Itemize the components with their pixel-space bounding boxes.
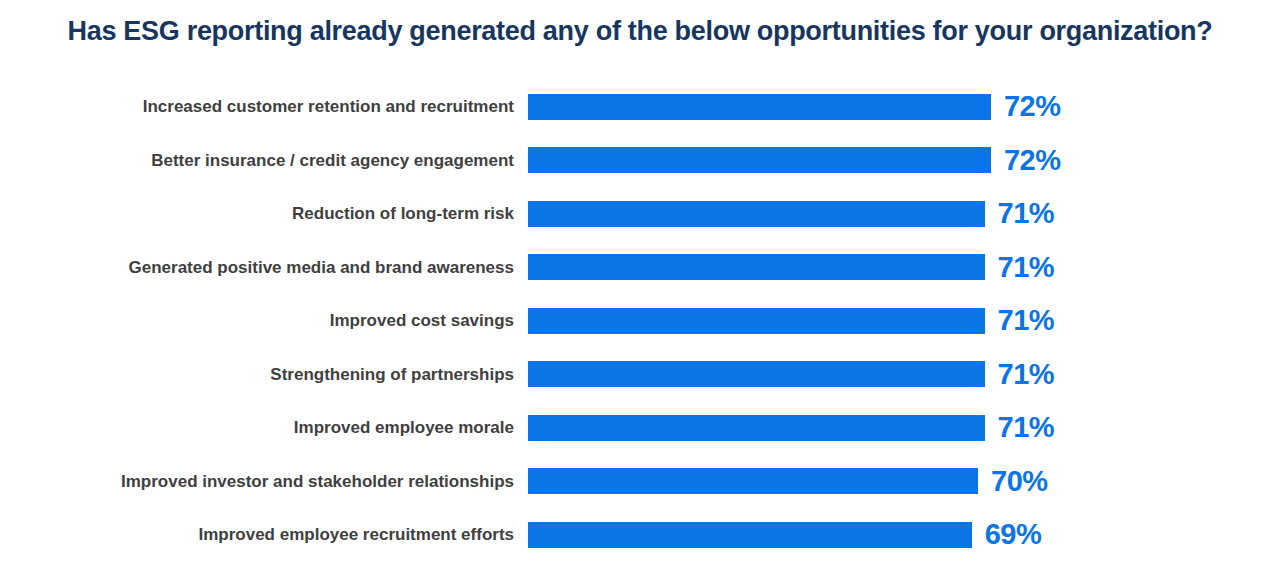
bar-track: 71% bbox=[528, 187, 1280, 241]
category-label: Improved employee recruitment efforts bbox=[0, 525, 528, 544]
value-label: 71% bbox=[998, 197, 1055, 230]
value-label: 71% bbox=[998, 251, 1055, 284]
value-label: 71% bbox=[998, 304, 1055, 337]
value-label: 70% bbox=[991, 465, 1048, 498]
bar-row: Strengthening of partnerships 71% bbox=[0, 348, 1280, 402]
category-label: Generated positive media and brand aware… bbox=[0, 258, 528, 277]
bar-row: Generated positive media and brand aware… bbox=[0, 241, 1280, 295]
category-label: Strengthening of partnerships bbox=[0, 365, 528, 384]
bar-row: Increased customer retention and recruit… bbox=[0, 80, 1280, 134]
bar-track: 72% bbox=[528, 134, 1280, 188]
value-label: 71% bbox=[998, 411, 1055, 444]
value-label: 71% bbox=[998, 358, 1055, 391]
bar-track: 71% bbox=[528, 241, 1280, 295]
bar bbox=[528, 147, 991, 173]
category-label: Improved cost savings bbox=[0, 311, 528, 330]
category-label: Reduction of long-term risk bbox=[0, 204, 528, 223]
category-label: Better insurance / credit agency engagem… bbox=[0, 151, 528, 170]
bar bbox=[528, 308, 985, 334]
bar-chart: Increased customer retention and recruit… bbox=[0, 80, 1280, 562]
bar-track: 70% bbox=[528, 455, 1280, 509]
bar-row: Better insurance / credit agency engagem… bbox=[0, 134, 1280, 188]
bar-track: 72% bbox=[528, 80, 1280, 134]
bar-row: Improved cost savings 71% bbox=[0, 294, 1280, 348]
bar-row: Reduction of long-term risk 71% bbox=[0, 187, 1280, 241]
bar-track: 69% bbox=[528, 508, 1280, 562]
bar-track: 71% bbox=[528, 348, 1280, 402]
category-label: Improved employee morale bbox=[0, 418, 528, 437]
value-label: 72% bbox=[1004, 144, 1061, 177]
bar-row: Improved investor and stakeholder relati… bbox=[0, 455, 1280, 509]
bar-track: 71% bbox=[528, 294, 1280, 348]
bar bbox=[528, 522, 972, 548]
category-label: Improved investor and stakeholder relati… bbox=[0, 472, 528, 491]
bar bbox=[528, 94, 991, 120]
category-label: Increased customer retention and recruit… bbox=[0, 97, 528, 116]
bar bbox=[528, 361, 985, 387]
value-label: 72% bbox=[1004, 90, 1061, 123]
bar-row: Improved employee recruitment efforts 69% bbox=[0, 508, 1280, 562]
bar bbox=[528, 201, 985, 227]
bar bbox=[528, 415, 985, 441]
chart-title: Has ESG reporting already generated any … bbox=[18, 15, 1262, 47]
bar-row: Improved employee morale 71% bbox=[0, 401, 1280, 455]
bar bbox=[528, 254, 985, 280]
value-label: 69% bbox=[985, 518, 1042, 551]
bar-track: 71% bbox=[528, 401, 1280, 455]
bar bbox=[528, 468, 978, 494]
